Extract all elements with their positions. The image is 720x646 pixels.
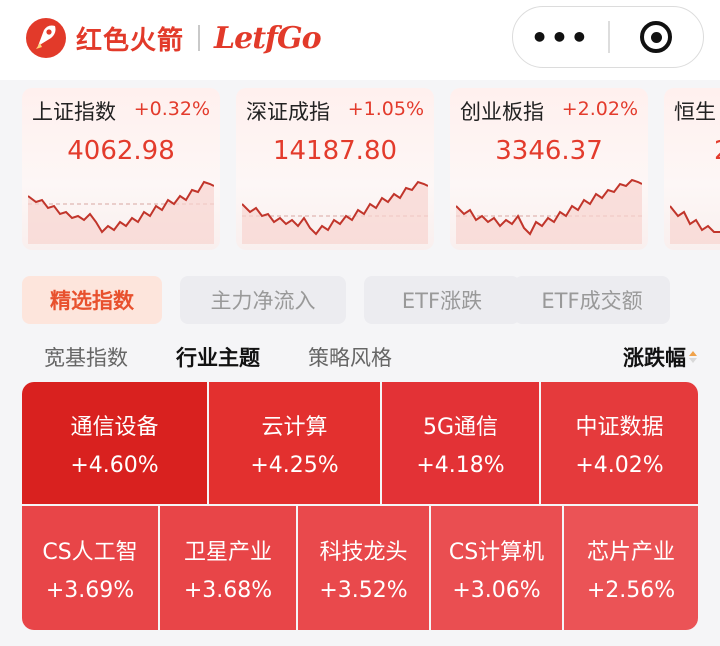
sector-change: +3.68% <box>183 577 273 603</box>
more-dots-icon[interactable]: ••• <box>530 20 591 54</box>
heatmap-tile[interactable]: 通信设备 +4.60% <box>22 382 207 504</box>
index-card-strip[interactable]: 上证指数 +0.32% 4062.98 深证成指 +1.05% 14187.80… <box>22 88 720 253</box>
tab-featured-index[interactable]: 精选指数 <box>22 276 162 324</box>
heatmap-tile[interactable]: 芯片产业 +2.56% <box>564 506 698 630</box>
index-sparkline <box>670 205 720 244</box>
sort-by-change-button[interactable]: 涨跌幅 <box>623 346 686 370</box>
subtab-strategy-style[interactable]: 策略风格 <box>308 346 392 370</box>
index-change: +2.02% <box>561 98 638 120</box>
mini-program-capsule: ••• <box>512 6 704 68</box>
heatmap-tile[interactable]: 云计算 +4.25% <box>209 382 380 504</box>
sector-change: +3.69% <box>45 577 135 603</box>
sector-name: 卫星产业 <box>183 539 272 565</box>
sector-name: 中证数据 <box>575 414 664 440</box>
heatmap-tile[interactable]: 中证数据 +4.02% <box>541 382 698 504</box>
index-sparkline <box>28 180 214 244</box>
sector-name: CS人工智 <box>42 539 138 565</box>
index-value: 14187.80 <box>272 136 398 166</box>
index-value: 2 <box>714 136 720 166</box>
index-change: +0.32% <box>133 98 210 120</box>
index-change: +1.05% <box>347 98 424 120</box>
app-logo: 红色火箭 LetfGo <box>24 16 322 60</box>
index-value: 3346.37 <box>495 136 603 166</box>
index-card-hs[interactable]: 恒生 2 <box>664 88 720 250</box>
top-bar: 红色火箭 LetfGo ••• <box>0 0 720 80</box>
index-sparkline <box>242 180 428 244</box>
sector-change: +4.25% <box>250 452 339 478</box>
sector-name: 科技龙头 <box>319 539 408 565</box>
sector-name: 云计算 <box>261 414 328 440</box>
heatmap-tile[interactable]: 科技龙头 +3.52% <box>298 506 429 630</box>
sector-heatmap: 通信设备 +4.60% 云计算 +4.25% 5G通信 +4.18% 中证数据 … <box>22 382 698 630</box>
index-name: 创业板指 <box>460 100 544 124</box>
heatmap-tile[interactable]: CS人工智 +3.69% <box>22 506 158 630</box>
heatmap-tile[interactable]: 卫星产业 +3.68% <box>160 506 296 630</box>
sector-name: 通信设备 <box>70 414 159 440</box>
sector-change: +3.52% <box>319 577 408 603</box>
sector-name: 5G通信 <box>422 414 499 440</box>
index-name: 深证成指 <box>246 100 330 124</box>
sector-change: +4.02% <box>575 452 664 478</box>
index-name: 上证指数 <box>32 100 116 124</box>
tab-main-net-inflow[interactable]: 主力净流入 <box>180 276 346 324</box>
sort-arrows-icon[interactable] <box>688 346 698 368</box>
sector-name: CS计算机 <box>448 539 545 565</box>
index-card-cyb[interactable]: 创业板指 +2.02% 3346.37 <box>450 88 648 250</box>
subtab-broad-index[interactable]: 宽基指数 <box>44 346 128 370</box>
sector-name: 芯片产业 <box>586 539 675 565</box>
index-value: 4062.98 <box>67 136 175 166</box>
rocket-logo-icon <box>26 18 66 58</box>
sector-change: +2.56% <box>586 577 676 603</box>
tab-etf-volume[interactable]: ETF成交额 <box>514 276 670 324</box>
subtab-industry-theme[interactable]: 行业主题 <box>176 346 260 370</box>
brand-name-cn: 红色火箭 <box>76 25 185 56</box>
index-name: 恒生 <box>674 100 716 124</box>
sector-change: +4.60% <box>70 452 159 478</box>
index-sparkline <box>456 178 642 244</box>
sub-tab-bar: 宽基指数 行业主题 策略风格 涨跌幅 <box>0 336 720 376</box>
sector-change: +4.18% <box>416 452 505 478</box>
close-button[interactable] <box>610 21 704 53</box>
target-close-icon <box>640 21 673 53</box>
index-card-sh[interactable]: 上证指数 +0.32% 4062.98 <box>22 88 220 250</box>
sector-change: +3.06% <box>452 577 541 603</box>
brand-divider <box>198 25 201 51</box>
tab-etf-change[interactable]: ETF涨跌 <box>364 276 520 324</box>
heatmap-tile[interactable]: CS计算机 +3.06% <box>431 506 562 630</box>
capsule-divider <box>608 21 610 53</box>
index-card-sz[interactable]: 深证成指 +1.05% 14187.80 <box>236 88 434 250</box>
brand-name-en: LetfGo <box>214 20 322 56</box>
heatmap-tile[interactable]: 5G通信 +4.18% <box>382 382 539 504</box>
